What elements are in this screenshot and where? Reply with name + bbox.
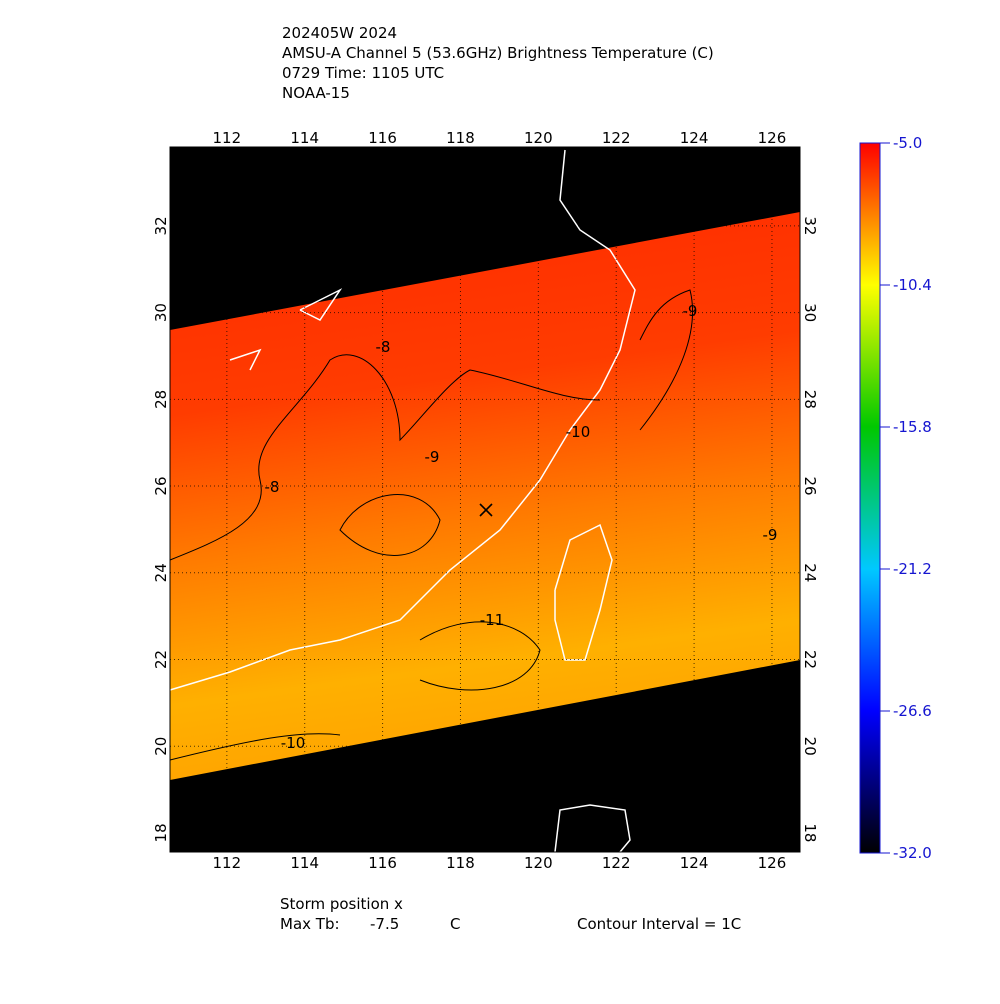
lon-tick-label: 126 <box>758 854 787 872</box>
lat-tick-label: 30 <box>801 303 819 322</box>
lon-tick-label: 126 <box>758 129 787 147</box>
colorbar-tick-label: -10.4 <box>893 276 932 294</box>
lat-tick-label: 22 <box>152 650 170 669</box>
lat-tick-label: 18 <box>801 823 819 842</box>
storm-marker <box>479 503 493 517</box>
colorbar: -5.0 -10.4 -15.8 -21.2 -26.6 -32.0 <box>859 134 932 862</box>
max-tb-label: Max Tb: <box>280 915 340 933</box>
coastline <box>169 149 636 853</box>
max-tb-value: -7.5 <box>370 915 399 933</box>
contour-label: -9 <box>425 448 440 466</box>
colorbar-tick-label: -21.2 <box>893 560 932 578</box>
lat-tick-label: 24 <box>152 563 170 582</box>
lat-tick-label: 20 <box>152 737 170 756</box>
storm-position: Storm position x <box>280 895 403 913</box>
contour-label: -8 <box>265 478 280 496</box>
header-line: 0729 Time: 1105 UTC <box>282 64 444 82</box>
lon-tick-label: 120 <box>524 854 553 872</box>
lat-tick-label: 20 <box>801 737 819 756</box>
lat-tick-label: 18 <box>152 823 170 842</box>
max-tb-unit: C <box>450 915 460 933</box>
contour-label: -11 <box>480 611 505 629</box>
lon-tick-label: 118 <box>446 129 475 147</box>
lat-tick-label: 26 <box>801 477 819 496</box>
header-line: 202405W 2024 <box>282 24 397 42</box>
contour-label: -10 <box>566 423 591 441</box>
lon-tick-label: 124 <box>680 854 709 872</box>
lon-tick-label: 116 <box>368 854 397 872</box>
lon-tick-label: 124 <box>680 129 709 147</box>
map-frame <box>169 146 801 853</box>
contour-label: -10 <box>281 734 306 752</box>
colorbar-tick-label: -5.0 <box>893 134 922 152</box>
lon-tick-label: 114 <box>290 854 319 872</box>
contour-interval: Contour Interval = 1C <box>577 915 741 933</box>
lat-tick-label: 24 <box>801 563 819 582</box>
header-line: NOAA-15 <box>282 84 350 102</box>
lon-tick-label: 122 <box>602 129 631 147</box>
lat-tick-label: 32 <box>801 216 819 235</box>
lon-tick-label: 120 <box>524 129 553 147</box>
lon-tick-label: 116 <box>368 129 397 147</box>
lat-tick-label: 28 <box>152 390 170 409</box>
colorbar-tick-label: -26.6 <box>893 702 932 720</box>
colorbar-tick-label: -15.8 <box>893 418 932 436</box>
lat-tick-label: 26 <box>152 477 170 496</box>
contour-label: -9 <box>683 302 698 320</box>
lat-tick-label: 30 <box>152 303 170 322</box>
contours <box>169 289 694 761</box>
lon-tick-label: 118 <box>446 854 475 872</box>
lat-tick-label: 22 <box>801 650 819 669</box>
header-line: AMSU-A Channel 5 (53.6GHz) Brightness Te… <box>282 44 714 62</box>
swath <box>170 212 800 780</box>
colorbar-scale <box>859 142 881 854</box>
lat-tick-label: 32 <box>152 216 170 235</box>
lon-tick-label: 112 <box>213 129 242 147</box>
lat-tick-label: 28 <box>801 390 819 409</box>
contour-label: -9 <box>763 526 778 544</box>
contour-label: -8 <box>376 338 391 356</box>
lon-tick-label: 114 <box>290 129 319 147</box>
colorbar-tick-label: -32.0 <box>893 844 932 862</box>
lon-tick-label: 112 <box>213 854 242 872</box>
lon-tick-label: 122 <box>602 854 631 872</box>
map: -8 -9 -8 -9 -10 -9 -11 -10 <box>169 146 801 853</box>
